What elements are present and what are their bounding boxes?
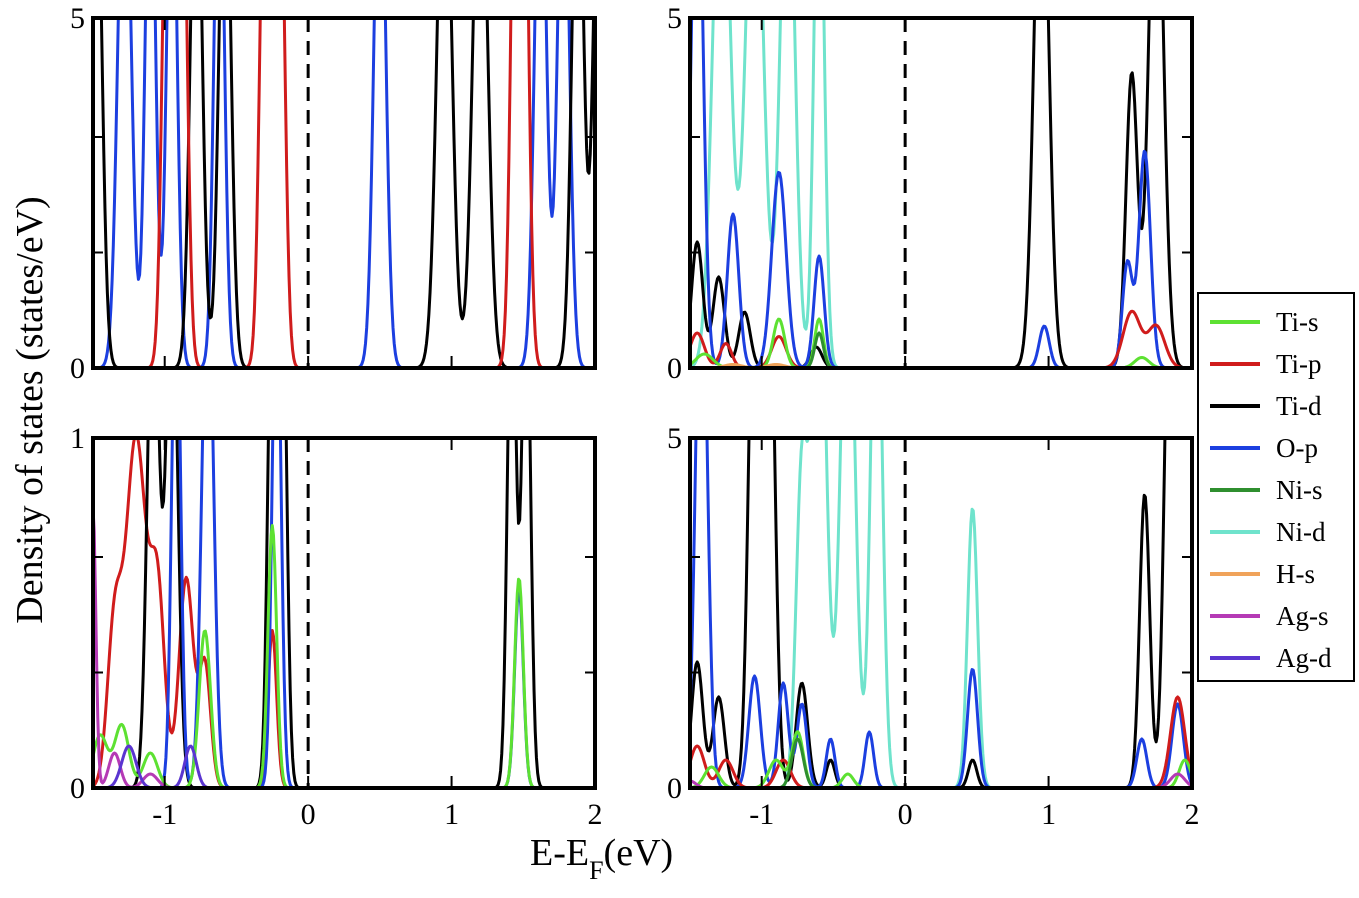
dos-curve [690,730,1192,788]
plot-area [93,438,595,788]
y-tick-label: 5 [667,422,682,455]
legend-label: Ni-s [1276,475,1323,505]
x-tick-label: 2 [1185,798,1200,831]
x-axis-title: E-EF(eV) [530,832,673,885]
legend-label: Ag-d [1276,643,1332,673]
y-tick-label: 0 [70,352,85,385]
x-tick-label: 0 [898,798,913,831]
dos-curve [690,438,1192,788]
x-tick-label: -1 [749,798,774,831]
panel-frame [91,436,597,790]
x-axis-title-unit: (eV) [604,832,674,874]
panel-top-right: 05 [667,2,1194,385]
panel-bottom-right: -1 0 1 2 0 5 [667,422,1200,831]
legend-label: Ti-p [1276,349,1322,379]
y-tick-label: 0 [667,772,682,805]
legend-label: Ni-d [1276,517,1326,547]
dos-curve [690,438,1192,788]
y-tick-label: 1 [70,422,85,455]
dos-curve [690,18,1192,368]
panel-frame [688,436,1194,790]
legend-label: Ag-s [1276,601,1329,631]
y-tick-label: 0 [70,772,85,805]
dos-curve [690,317,1192,368]
legend-label: O-p [1276,433,1318,463]
plot-area [93,18,595,368]
dos-curve [93,438,595,788]
x-tick-label: 2 [588,798,603,831]
dos-curve [93,18,595,368]
panel-bottom-left: -1 0 1 2 0 1 [70,422,603,831]
dos-curve [93,438,595,788]
legend-label: Ti-s [1276,307,1319,337]
panel-frame [688,16,1194,370]
x-tick-label: 1 [444,798,459,831]
legend: Ti-s Ti-p Ti-d O-p Ni-s Ni-d H-s Ag-s Ag-d [1197,292,1355,682]
dos-curve [93,18,595,368]
dos-curve [690,363,1192,368]
y-tick-label: 0 [667,352,682,385]
panel-top-left: 05 [70,2,597,385]
dos-curve [690,438,1167,788]
x-axis-title-main: E-E [530,832,589,874]
y-axis-title: Density of states (states/eV) [9,196,51,623]
x-axis-title-sub: F [589,856,603,885]
y-tick-label: 5 [667,2,682,35]
y-tick-label: 5 [70,2,85,35]
legend-label: H-s [1276,559,1315,589]
plot-area [690,18,1192,368]
x-tick-label: -1 [152,798,177,831]
dos-curve [99,18,595,368]
plot-area [690,438,1192,788]
dos-curve [93,744,595,788]
dos-curve [690,695,1192,788]
legend-label: Ti-d [1276,391,1322,421]
x-tick-label: 1 [1041,798,1056,831]
panel-frame [91,16,597,370]
x-tick-label: 0 [301,798,316,831]
